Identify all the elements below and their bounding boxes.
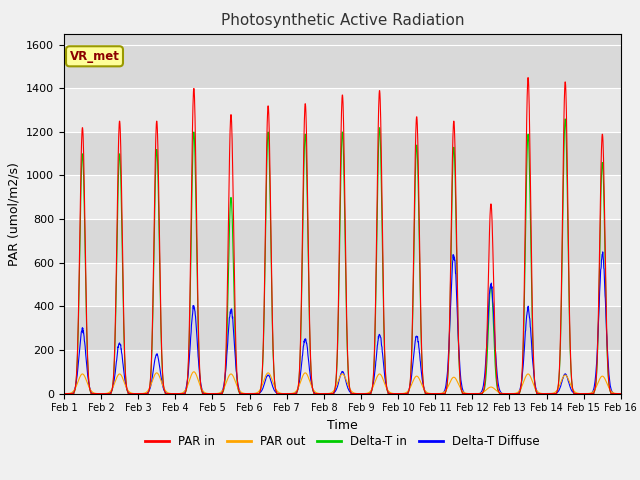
Bar xyxy=(64,263,621,306)
Line: Delta-T in: Delta-T in xyxy=(64,119,621,394)
Y-axis label: PAR (umol/m2/s): PAR (umol/m2/s) xyxy=(8,162,20,265)
Delta-T Diffuse xyxy=(599,249,607,255)
PAR out xyxy=(584,391,591,396)
PAR in xyxy=(60,391,68,396)
Title: Photosynthetic Active Radiation: Photosynthetic Active Radiation xyxy=(221,13,464,28)
Delta-T Diffuse xyxy=(216,391,223,396)
Bar xyxy=(64,219,621,263)
Delta-T in xyxy=(358,391,366,396)
PAR out xyxy=(504,391,512,396)
Delta-T Diffuse xyxy=(358,391,366,396)
Delta-T Diffuse xyxy=(504,391,512,396)
Bar xyxy=(64,306,621,350)
Text: VR_met: VR_met xyxy=(70,50,120,63)
PAR out xyxy=(216,390,223,396)
Line: Delta-T Diffuse: Delta-T Diffuse xyxy=(64,252,621,394)
Line: PAR out: PAR out xyxy=(64,372,621,394)
PAR out xyxy=(60,391,68,396)
PAR in xyxy=(358,391,366,396)
Delta-T in xyxy=(617,391,625,396)
Delta-T in xyxy=(561,116,569,122)
PAR in xyxy=(584,391,591,396)
Bar xyxy=(64,132,621,175)
Bar xyxy=(64,45,621,88)
PAR in xyxy=(504,391,512,396)
Bar xyxy=(64,175,621,219)
Legend: PAR in, PAR out, Delta-T in, Delta-T Diffuse: PAR in, PAR out, Delta-T in, Delta-T Dif… xyxy=(140,430,545,453)
Delta-T Diffuse xyxy=(583,391,591,396)
PAR out xyxy=(371,380,379,385)
PAR in xyxy=(568,379,575,384)
PAR out xyxy=(190,369,198,375)
PAR out xyxy=(568,384,575,390)
PAR in xyxy=(617,391,625,396)
Delta-T in xyxy=(216,391,223,396)
PAR out xyxy=(617,391,625,396)
Delta-T in xyxy=(504,391,512,396)
Bar xyxy=(64,350,621,394)
Delta-T in xyxy=(584,391,591,396)
PAR out xyxy=(359,391,367,396)
PAR in xyxy=(524,75,532,81)
Delta-T Diffuse xyxy=(60,391,68,396)
Delta-T Diffuse xyxy=(371,372,378,378)
Delta-T in xyxy=(60,391,68,396)
Line: PAR in: PAR in xyxy=(64,78,621,394)
Delta-T in xyxy=(371,351,378,357)
Delta-T in xyxy=(568,380,575,386)
Delta-T Diffuse xyxy=(568,387,575,393)
Delta-T Diffuse xyxy=(617,391,625,396)
X-axis label: Time: Time xyxy=(327,419,358,432)
Bar xyxy=(64,88,621,132)
PAR in xyxy=(371,345,378,351)
PAR in xyxy=(216,391,223,396)
